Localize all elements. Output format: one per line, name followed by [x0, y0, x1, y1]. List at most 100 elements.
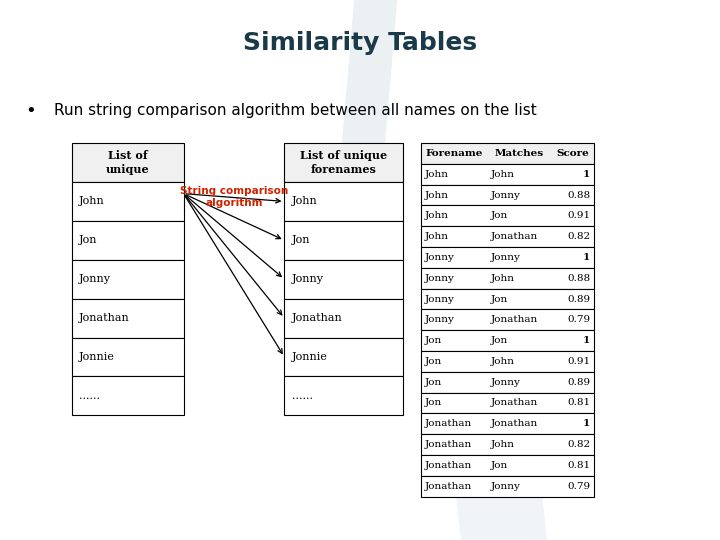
Text: Jonny: Jonny: [425, 253, 454, 262]
Bar: [421, 164, 594, 185]
Bar: [72, 299, 184, 338]
Text: ......: ......: [79, 391, 100, 401]
Text: 0.91: 0.91: [567, 357, 590, 366]
Bar: [421, 185, 594, 205]
Bar: [284, 143, 403, 182]
Bar: [72, 143, 184, 182]
Text: 0.79: 0.79: [567, 482, 590, 491]
Text: John: John: [491, 170, 515, 179]
Text: List of
unique: List of unique: [106, 150, 150, 175]
Bar: [72, 338, 184, 376]
Text: Jon: Jon: [292, 235, 310, 245]
Bar: [421, 393, 594, 414]
Bar: [284, 182, 403, 221]
Text: Jon: Jon: [79, 235, 98, 245]
Bar: [284, 260, 403, 299]
Text: Jonny: Jonny: [425, 315, 454, 325]
Bar: [421, 226, 594, 247]
Bar: [421, 330, 594, 351]
Bar: [72, 221, 184, 260]
Text: Jonathan: Jonathan: [79, 313, 130, 323]
Text: String comparison
algorithm: String comparison algorithm: [180, 186, 288, 208]
Text: Jonathan: Jonathan: [425, 461, 472, 470]
Bar: [421, 143, 594, 164]
Bar: [284, 299, 403, 338]
Text: Jonathan: Jonathan: [491, 419, 539, 428]
Text: Jonny: Jonny: [491, 377, 521, 387]
Text: Jon: Jon: [425, 399, 442, 408]
Text: Jonny: Jonny: [79, 274, 111, 284]
Bar: [284, 221, 403, 260]
Text: Jonathan: Jonathan: [425, 419, 472, 428]
Bar: [421, 268, 594, 288]
Text: 0.81: 0.81: [567, 461, 590, 470]
Text: Jon: Jon: [491, 461, 508, 470]
Text: John: John: [425, 170, 449, 179]
Text: 0.88: 0.88: [567, 274, 590, 283]
Text: John: John: [491, 440, 515, 449]
Text: Jon: Jon: [491, 211, 508, 220]
Text: John: John: [425, 191, 449, 200]
Text: ......: ......: [292, 391, 312, 401]
Text: 0.81: 0.81: [567, 399, 590, 408]
Text: Jonny: Jonny: [425, 274, 454, 283]
Text: 1: 1: [583, 170, 590, 179]
Text: 0.91: 0.91: [567, 211, 590, 220]
Text: Jonathan: Jonathan: [425, 440, 472, 449]
Text: Jonathan: Jonathan: [292, 313, 342, 323]
Text: •: •: [25, 102, 36, 120]
Bar: [421, 288, 594, 309]
Text: List of unique
forenames: List of unique forenames: [300, 150, 387, 175]
Text: Jonny: Jonny: [491, 253, 521, 262]
Text: John: John: [292, 197, 318, 206]
Text: John: John: [425, 232, 449, 241]
Text: 1: 1: [583, 419, 590, 428]
Text: Jonny: Jonny: [491, 191, 521, 200]
Text: Jonny: Jonny: [425, 294, 454, 303]
Bar: [421, 476, 594, 497]
Polygon shape: [335, 0, 400, 227]
Bar: [421, 309, 594, 330]
Text: Jonnie: Jonnie: [292, 352, 328, 362]
Text: Jonny: Jonny: [292, 274, 323, 284]
Text: 1: 1: [583, 253, 590, 262]
Bar: [421, 351, 594, 372]
Text: 0.89: 0.89: [567, 377, 590, 387]
Text: Jon: Jon: [491, 294, 508, 303]
Text: Jonathan: Jonathan: [491, 399, 539, 408]
Text: Similarity Tables: Similarity Tables: [243, 31, 477, 55]
Text: 0.82: 0.82: [567, 440, 590, 449]
Text: Jon: Jon: [425, 336, 442, 345]
Bar: [421, 247, 594, 268]
Bar: [421, 414, 594, 434]
Bar: [421, 455, 594, 476]
Bar: [421, 205, 594, 226]
Text: 0.89: 0.89: [567, 294, 590, 303]
Text: Jon: Jon: [425, 357, 442, 366]
Text: Jonnie: Jonnie: [79, 352, 115, 362]
Bar: [421, 372, 594, 393]
Text: Jon: Jon: [425, 377, 442, 387]
Text: Run string comparison algorithm between all names on the list: Run string comparison algorithm between …: [54, 103, 536, 118]
Text: Jon: Jon: [491, 336, 508, 345]
Text: Score: Score: [556, 149, 589, 158]
Bar: [72, 260, 184, 299]
Text: John: John: [491, 357, 515, 366]
Text: 1: 1: [583, 336, 590, 345]
Bar: [72, 376, 184, 415]
Bar: [284, 376, 403, 415]
Text: Jonathan: Jonathan: [491, 232, 539, 241]
Bar: [421, 434, 594, 455]
Text: 0.79: 0.79: [567, 315, 590, 325]
Text: John: John: [79, 197, 105, 206]
Text: Forename: Forename: [426, 149, 483, 158]
Text: 0.88: 0.88: [567, 191, 590, 200]
Text: John: John: [491, 274, 515, 283]
Text: Jonathan: Jonathan: [425, 482, 472, 491]
Bar: [72, 182, 184, 221]
Text: Jonny: Jonny: [491, 482, 521, 491]
Polygon shape: [432, 286, 547, 540]
Text: Jonathan: Jonathan: [491, 315, 539, 325]
Text: Matches: Matches: [495, 149, 544, 158]
Text: 0.82: 0.82: [567, 232, 590, 241]
